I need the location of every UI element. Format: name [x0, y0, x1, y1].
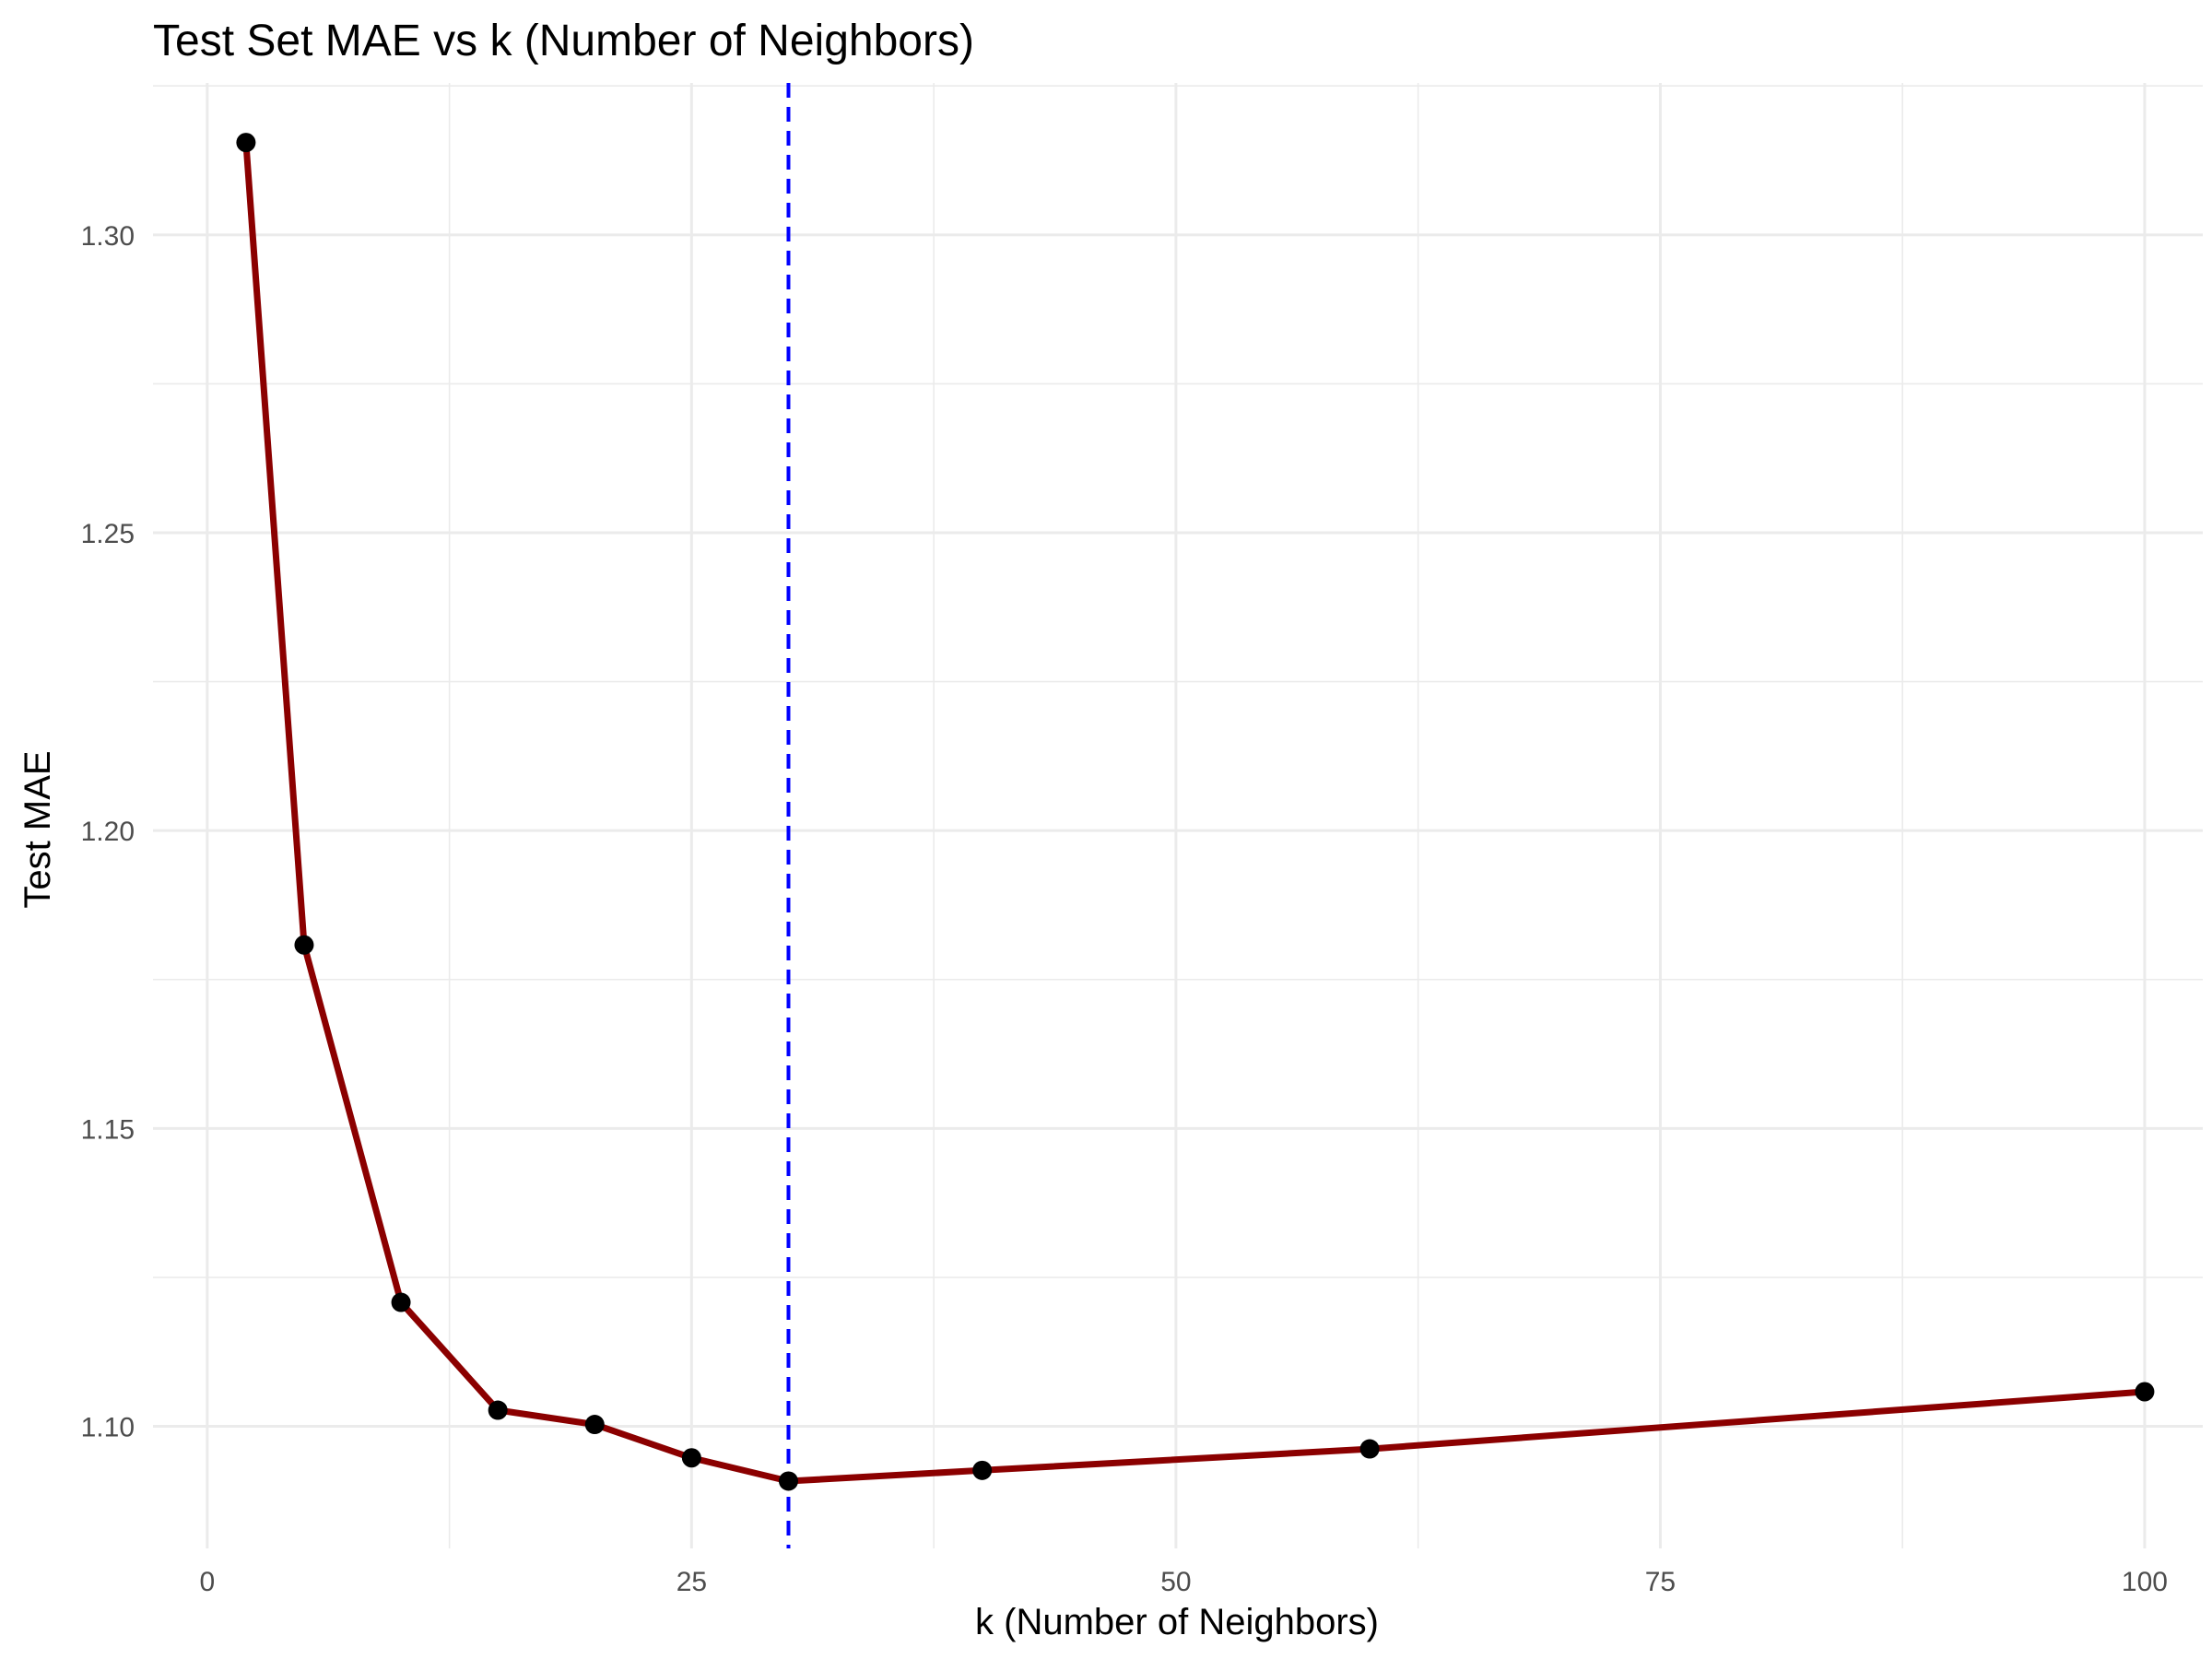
mae-line: [242, 139, 2148, 1485]
y-axis-label: Test MAE: [18, 750, 58, 908]
y-tick-label: 1.25: [81, 519, 135, 549]
x-tick-label: 25: [677, 1567, 707, 1597]
data-point: [488, 1400, 508, 1420]
data-point: [391, 1292, 411, 1312]
data-point: [972, 1460, 993, 1480]
data-point: [1359, 1439, 1380, 1459]
x-axis-label: k (Number of Neighbors): [975, 1602, 1379, 1642]
y-tick-label: 1.30: [81, 221, 135, 252]
y-axis-ticks: 1.10 1.15 1.20 1.25 1.30: [81, 221, 135, 1443]
data-point: [294, 935, 314, 955]
x-tick-label: 100: [2122, 1567, 2168, 1597]
data-point: [2135, 1382, 2155, 1402]
grid: [153, 83, 2203, 1548]
y-tick-label: 1.15: [81, 1114, 135, 1145]
data-point: [778, 1471, 798, 1491]
y-tick-label: 1.10: [81, 1413, 135, 1443]
y-tick-label: 1.20: [81, 817, 135, 847]
series-line: [242, 139, 2148, 1485]
x-tick-label: 50: [1160, 1567, 1191, 1597]
x-tick-label: 0: [200, 1567, 216, 1597]
chart-title: Test Set MAE vs k (Number of Neighbors): [153, 17, 974, 65]
x-axis-ticks: 0 25 50 75 100: [200, 1567, 2168, 1597]
data-point: [584, 1415, 605, 1435]
data-points: [236, 133, 2155, 1491]
data-point: [681, 1448, 701, 1468]
data-point: [236, 133, 256, 153]
x-tick-label: 75: [1645, 1567, 1676, 1597]
